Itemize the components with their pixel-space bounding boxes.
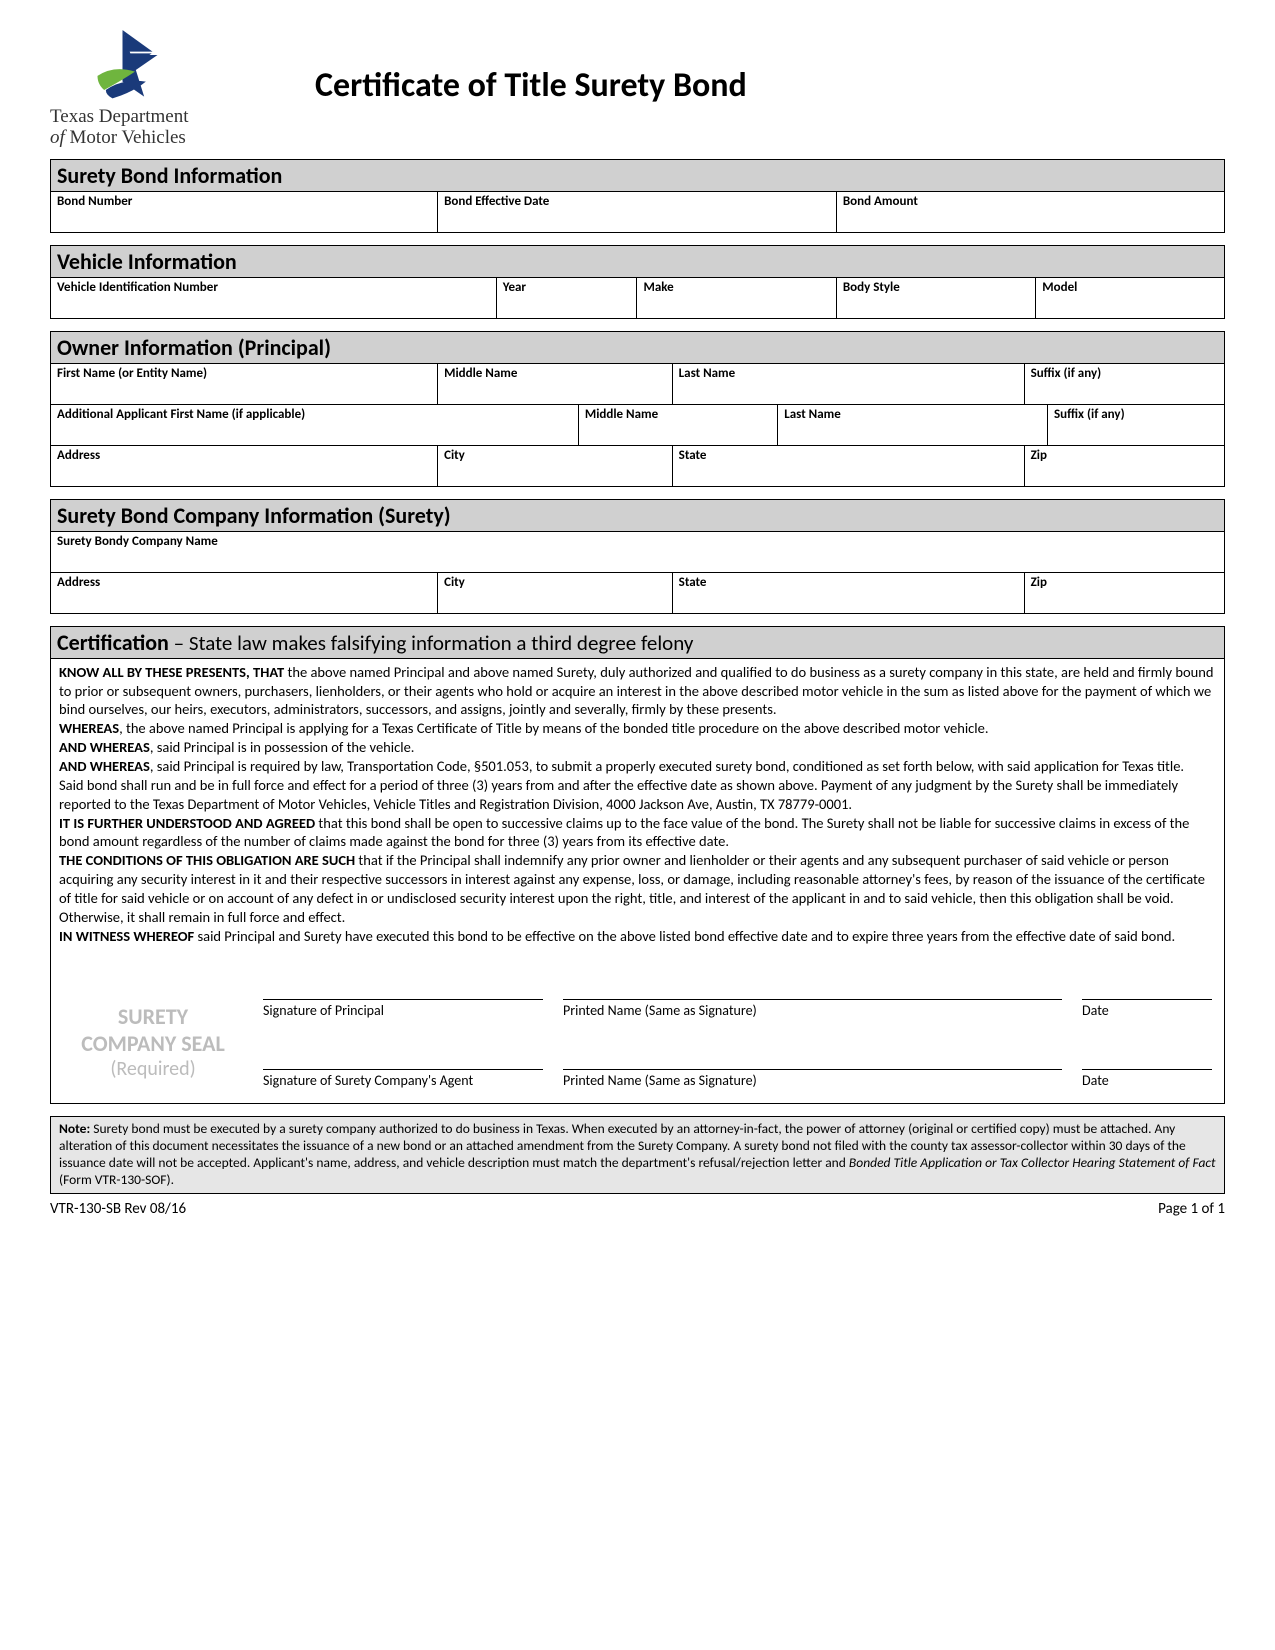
vehicle-info-heading: Vehicle Information — [51, 246, 1224, 278]
model-label: Model — [1042, 280, 1218, 295]
surety-company-section: Surety Bond Company Information (Surety)… — [50, 499, 1225, 614]
certification-section: Certification – State law makes falsifyi… — [50, 626, 1225, 1105]
note-ital: Bonded Title Application or Tax Collecto… — [849, 1154, 1216, 1171]
note-box: Note: Surety bond must be executed by a … — [50, 1116, 1225, 1194]
company-zip-label: Zip — [1031, 575, 1218, 590]
address-label: Address — [57, 448, 431, 463]
bond-amount-label: Bond Amount — [843, 194, 1218, 209]
add-middle-label: Middle Name — [585, 407, 771, 422]
additional-applicant-row: Additional Applicant First Name (if appl… — [51, 405, 1224, 446]
date-label-2: Date — [1082, 1069, 1212, 1089]
cert-p8: said Principal and Surety have executed … — [194, 927, 1175, 945]
company-name-row: Surety Bondy Company Name — [51, 532, 1224, 573]
cert-head-rest: – State law makes falsifying information… — [169, 630, 694, 656]
department-name: Texas Department of Motor Vehicles — [50, 107, 225, 149]
body-style-label: Body Style — [843, 280, 1029, 295]
middle-name-label: Middle Name — [444, 366, 666, 381]
vehicle-row: Vehicle Identification Number Year Make … — [51, 278, 1224, 318]
owner-info-section: Owner Information (Principal) First Name… — [50, 331, 1225, 487]
principal-sig-row: Signature of Principal Printed Name (Sam… — [263, 999, 1212, 1019]
cert-p4-bold: AND WHEREAS — [59, 757, 150, 775]
surety-bond-info-heading: Surety Bond Information — [51, 160, 1224, 192]
state-label: State — [679, 448, 1018, 463]
add-suffix-label: Suffix (if any) — [1054, 407, 1218, 422]
signature-lines: Signature of Principal Printed Name (Sam… — [263, 999, 1212, 1093]
logo-block: Texas Department of Motor Vehicles — [50, 30, 225, 149]
vehicle-info-section: Vehicle Information Vehicle Identificati… — [50, 245, 1225, 319]
sig-agent-label: Signature of Surety Company's Agent — [263, 1069, 543, 1089]
first-name-label: First Name (or Entity Name) — [57, 366, 431, 381]
owner-info-heading: Owner Information (Principal) — [51, 332, 1224, 364]
dept-line2-of: of — [50, 127, 65, 148]
certification-heading: Certification – State law makes falsifyi… — [51, 627, 1224, 659]
vin-label: Vehicle Identification Number — [57, 280, 490, 295]
seal-l1: SURETY — [63, 1004, 243, 1030]
surety-bond-info-section: Surety Bond Information Bond Number Bond… — [50, 159, 1225, 233]
add-last-label: Last Name — [784, 407, 1041, 422]
year-label: Year — [503, 280, 631, 295]
company-seal-placeholder: SURETY COMPANY SEAL (Required) — [63, 999, 243, 1093]
cert-p3-bold: AND WHEREAS — [59, 738, 150, 756]
city-label: City — [444, 448, 666, 463]
cert-p7-bold: THE CONDITIONS OF THIS OBLIGATION ARE SU… — [59, 851, 355, 869]
form-number: VTR-130-SB Rev 08/16 — [50, 1200, 186, 1218]
seal-l3: (Required) — [63, 1057, 243, 1081]
cert-p4: , said Principal is required by law, Tra… — [150, 757, 1184, 775]
note-bold: Note: — [59, 1120, 90, 1137]
page-title: Certificate of Title Surety Bond — [315, 65, 747, 106]
zip-label: Zip — [1031, 448, 1218, 463]
signature-area: SURETY COMPANY SEAL (Required) Signature… — [51, 949, 1224, 1103]
company-address-row: Address City State Zip — [51, 573, 1224, 613]
owner-address-row: Address City State Zip — [51, 446, 1224, 486]
document-footer: VTR-130-SB Rev 08/16 Page 1 of 1 — [50, 1200, 1225, 1218]
cert-p5: Said bond shall run and be in full force… — [59, 776, 1178, 813]
cert-p1-bold: KNOW ALL BY THESE PRESENTS, THAT — [59, 663, 284, 681]
bond-number-label: Bond Number — [57, 194, 431, 209]
company-state-label: State — [679, 575, 1018, 590]
dept-line2-rest: Motor Vehicles — [65, 127, 186, 148]
document-header: Texas Department of Motor Vehicles Certi… — [50, 30, 1225, 149]
sig-principal-label: Signature of Principal — [263, 999, 543, 1019]
bond-date-label: Bond Effective Date — [444, 194, 830, 209]
cert-p3: , said Principal is in possession of the… — [150, 738, 415, 756]
seal-l2: COMPANY SEAL — [63, 1031, 243, 1057]
note-text2: (Form VTR-130-SOF). — [59, 1171, 174, 1188]
certification-body: KNOW ALL BY THESE PRESENTS, THAT the abo… — [51, 659, 1224, 950]
surety-company-heading: Surety Bond Company Information (Surety) — [51, 500, 1224, 532]
surety-bond-row: Bond Number Bond Effective Date Bond Amo… — [51, 192, 1224, 232]
company-city-label: City — [444, 575, 666, 590]
cert-p6-bold: IT IS FURTHER UNDERSTOOD AND AGREED — [59, 814, 315, 832]
last-name-label: Last Name — [679, 366, 1018, 381]
owner-name-row: First Name (or Entity Name) Middle Name … — [51, 364, 1224, 405]
cert-p2-bold: WHEREAS — [59, 719, 119, 737]
page-number: Page 1 of 1 — [1158, 1200, 1225, 1218]
printed-name-label-2: Printed Name (Same as Signature) — [563, 1069, 1062, 1089]
date-label-1: Date — [1082, 999, 1212, 1019]
cert-head-bold: Certification — [57, 629, 169, 656]
printed-name-label-1: Printed Name (Same as Signature) — [563, 999, 1062, 1019]
suffix-label: Suffix (if any) — [1031, 366, 1218, 381]
make-label: Make — [643, 280, 829, 295]
company-address-label: Address — [57, 575, 431, 590]
add-first-label: Additional Applicant First Name (if appl… — [57, 407, 572, 422]
cert-p8-bold: IN WITNESS WHEREOF — [59, 927, 194, 945]
agent-sig-row: Signature of Surety Company's Agent Prin… — [263, 1069, 1212, 1089]
company-name-label: Surety Bondy Company Name — [57, 534, 1218, 549]
dept-line1: Texas Department — [50, 106, 188, 127]
cert-p2: , the above named Principal is applying … — [119, 719, 988, 737]
texas-star-logo-icon — [80, 30, 165, 105]
